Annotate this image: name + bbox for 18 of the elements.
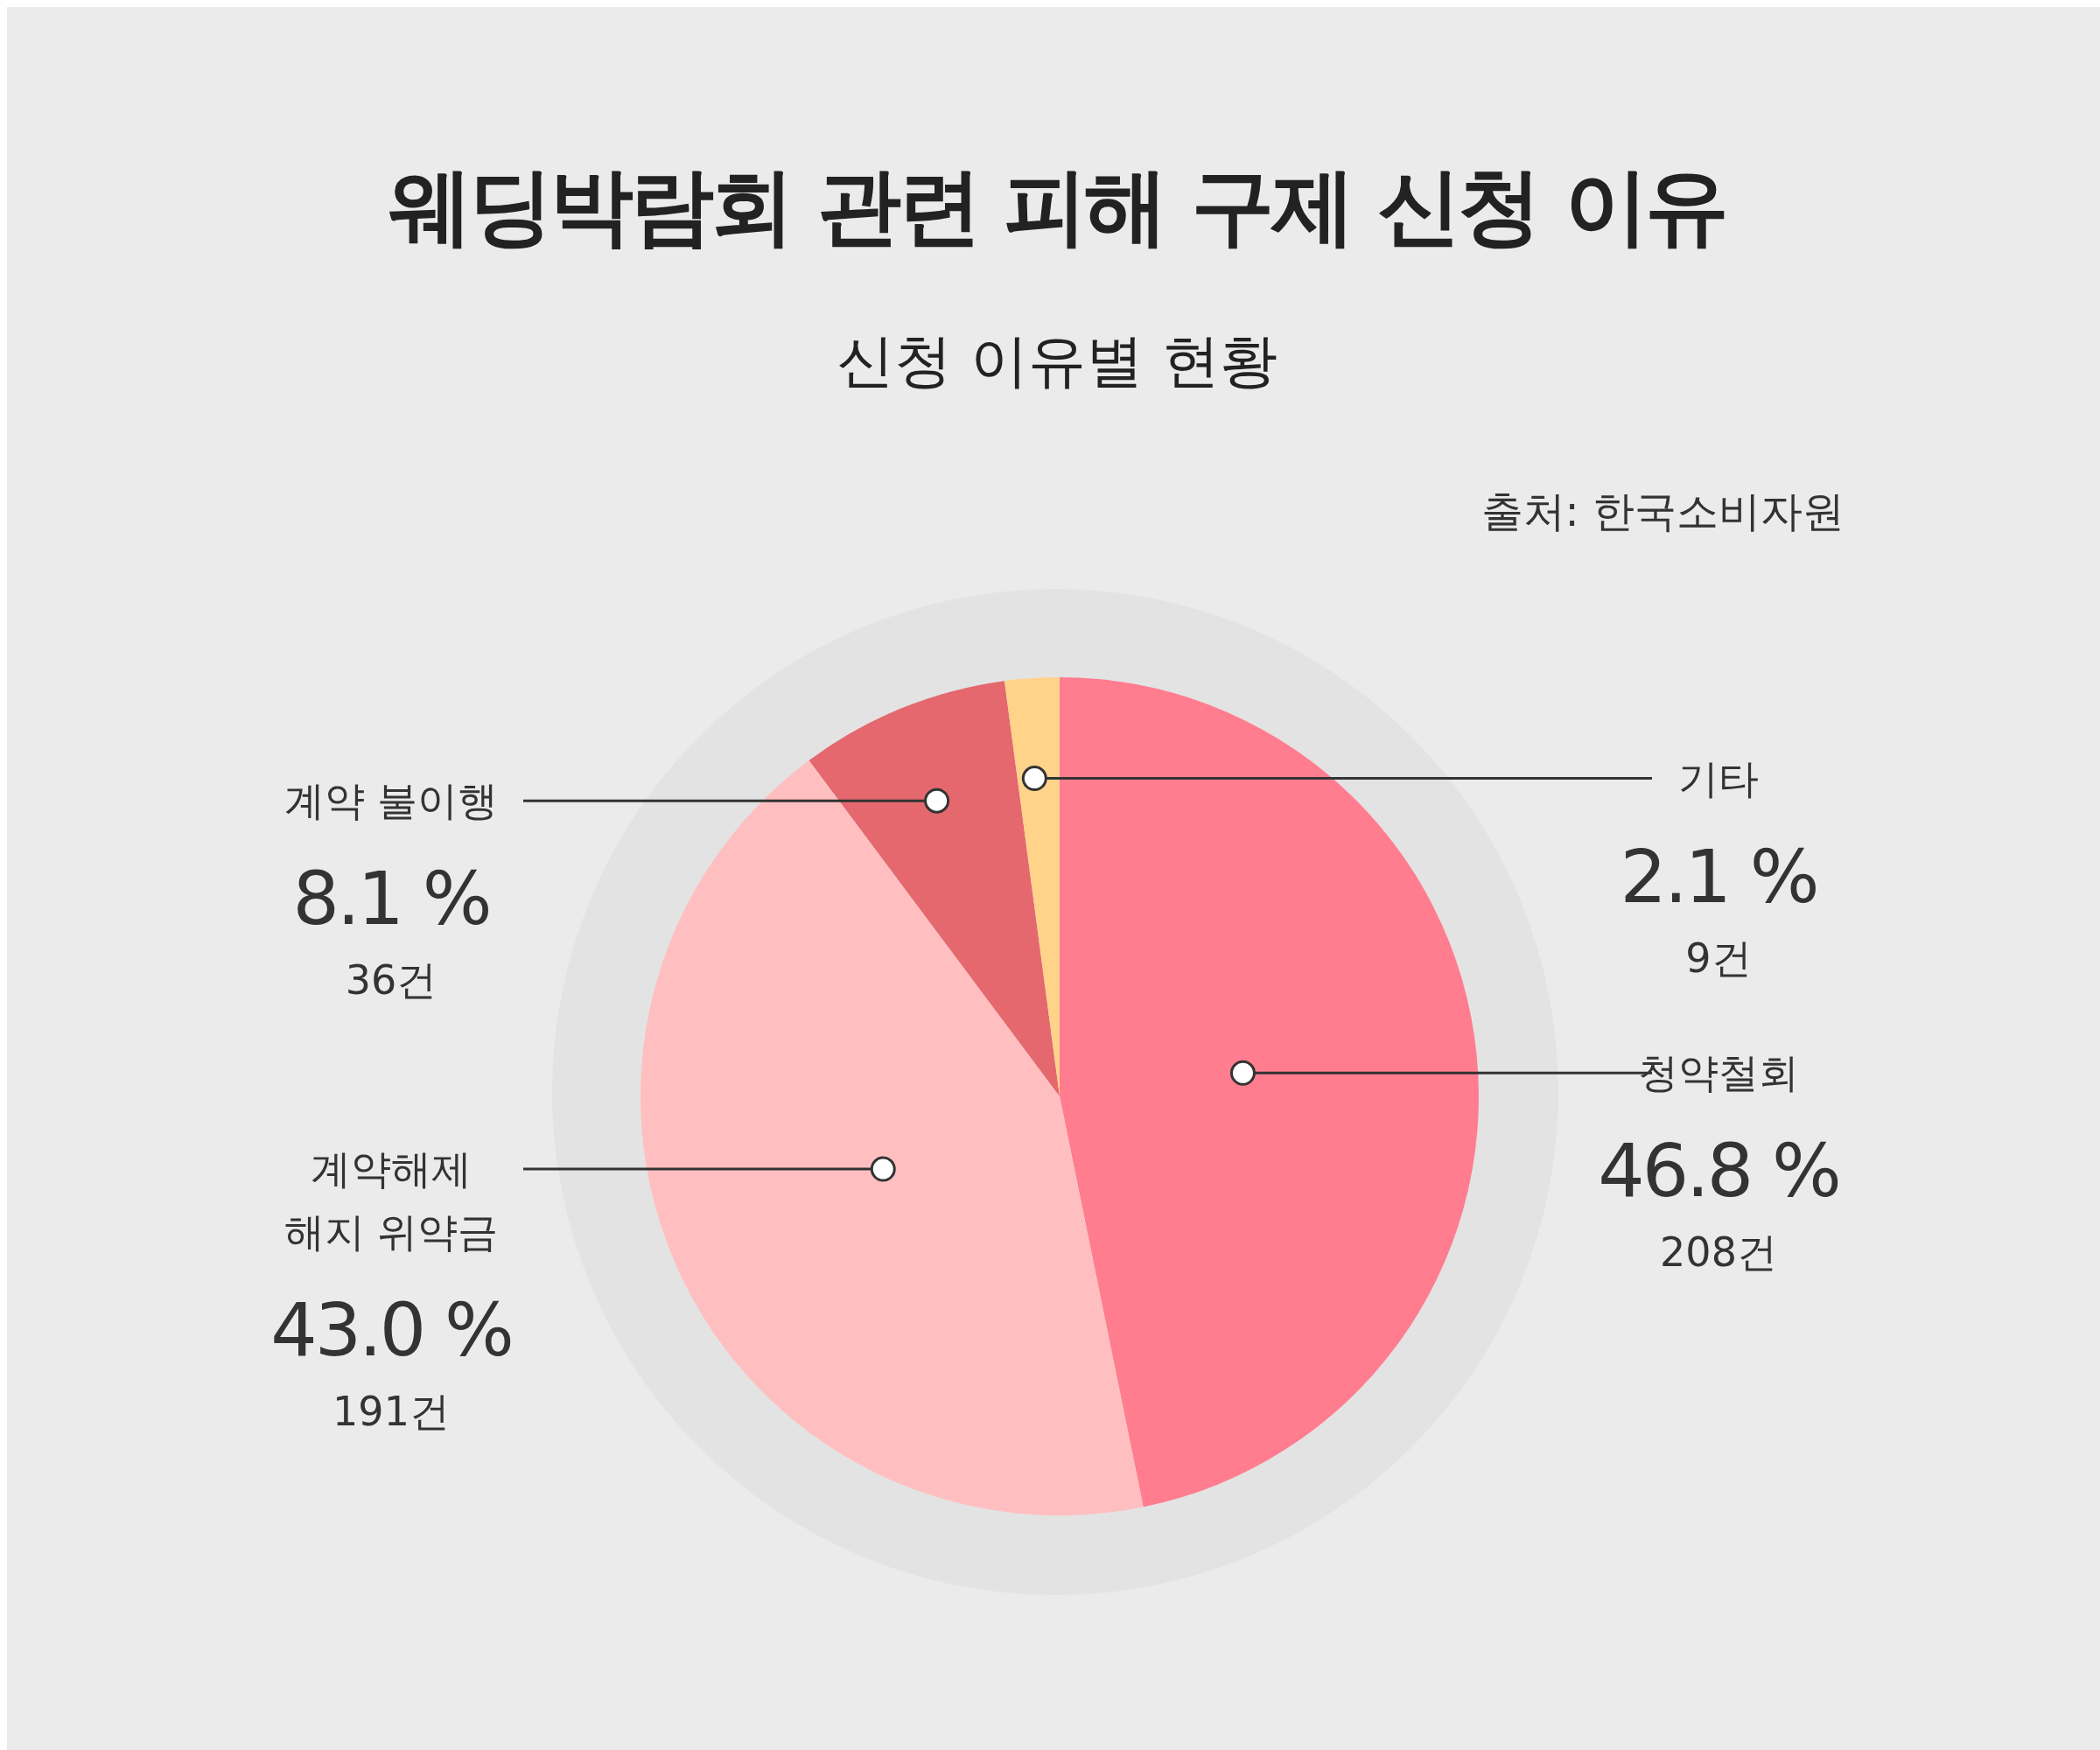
text: 191건 [332, 1388, 450, 1436]
text: 9건 [1685, 934, 1752, 982]
slice-label: 기타 [1678, 754, 1759, 802]
data-label: 43.0 % [270, 1287, 512, 1374]
data-label: 46.8 % [1598, 1128, 1839, 1214]
chart-title: 웨딩박람회 관련 피해 구제 신청 이유 [388, 157, 1726, 257]
pie-slice [808, 681, 1060, 1096]
pie-slice [640, 760, 1144, 1516]
chart-subtitle: 신청 이유별 현황 [836, 326, 1278, 396]
slice-label: 계약 불이행 [284, 777, 499, 825]
text: 36건 [345, 956, 438, 1004]
source-note: 출처: 한국소비자원 [1480, 486, 1844, 537]
data-label: 8.1 % [292, 856, 490, 942]
data-label: 2.1 % [1620, 833, 1817, 920]
slice-label: 청약철회 [1638, 1049, 1799, 1097]
pie-slice [1060, 677, 1479, 1508]
slice-label: 계약해제 해지 위약금 [284, 1145, 499, 1256]
text: 208건 [1660, 1228, 1777, 1277]
